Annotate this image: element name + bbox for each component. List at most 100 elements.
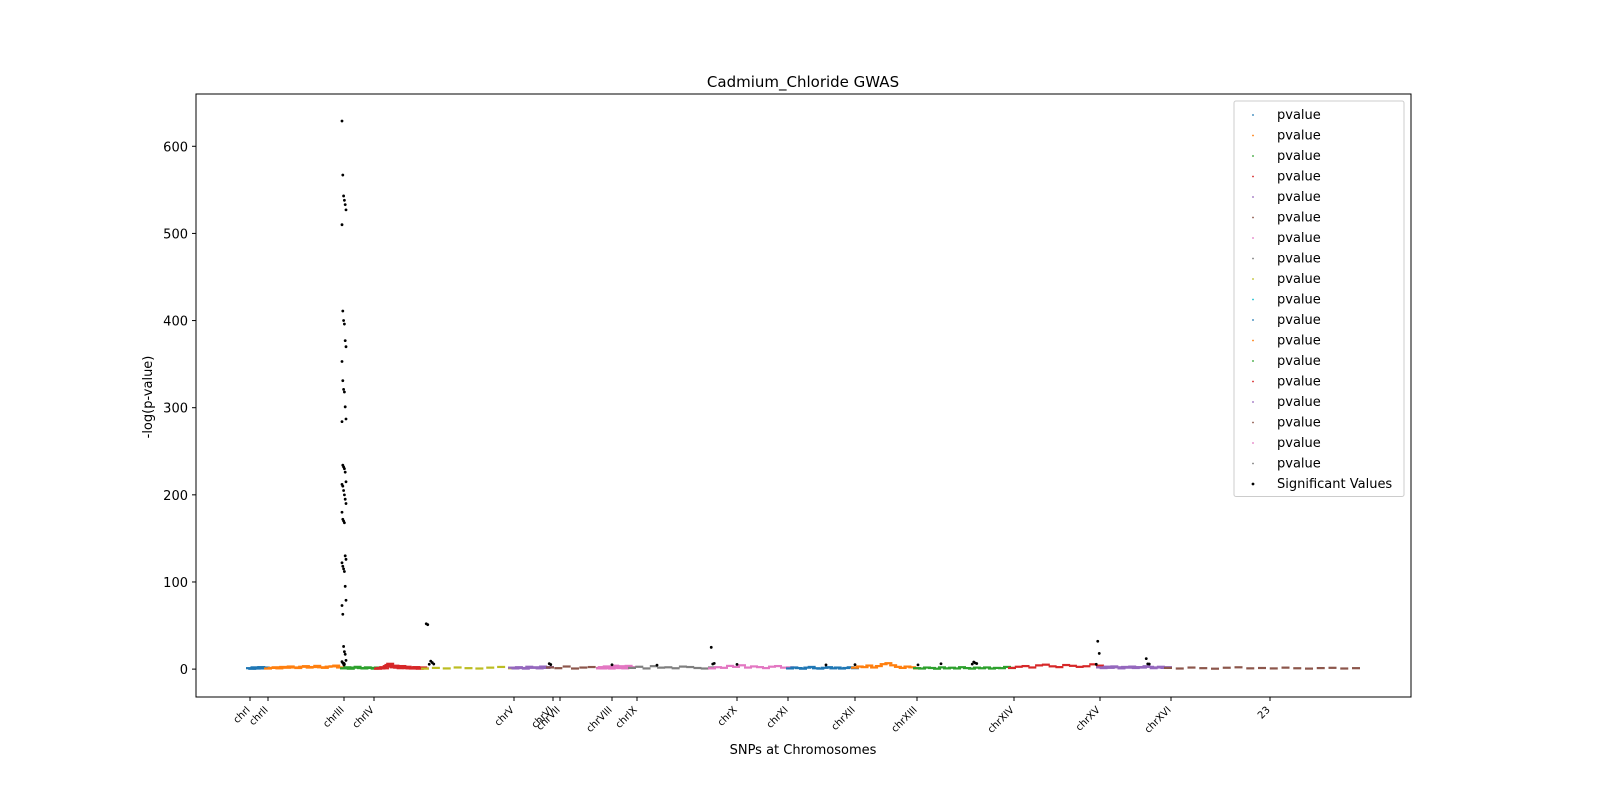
significant-point	[343, 339, 347, 343]
data-point	[384, 663, 393, 667]
data-point	[768, 665, 776, 668]
legend-marker	[1252, 360, 1254, 362]
y-tick-label: 200	[163, 489, 188, 504]
significant-point	[340, 561, 344, 565]
data-point	[1246, 667, 1255, 670]
chart-legend: pvalue pvalue pvalue pvalue pvalue pvalue pval…	[1233, 100, 1405, 497]
series-points	[851, 662, 921, 670]
significant-point	[853, 663, 857, 667]
data-point	[1328, 666, 1337, 669]
significant-point	[939, 662, 943, 666]
significant-point	[340, 604, 344, 607]
significant-point	[426, 623, 430, 627]
legend-marker	[1251, 482, 1255, 486]
data-point	[898, 666, 907, 670]
data-point	[1117, 667, 1126, 670]
data-point	[786, 667, 794, 670]
x-tick-label: chrIV	[351, 705, 377, 731]
series-points	[628, 665, 716, 670]
data-point	[1305, 667, 1313, 670]
significant-point	[343, 650, 346, 654]
data-point	[908, 666, 917, 669]
data-points	[246, 119, 1360, 670]
data-point	[700, 667, 709, 670]
data-point	[1269, 667, 1278, 670]
data-point	[851, 666, 859, 669]
legend-label: pvalue	[1277, 129, 1321, 144]
data-point	[879, 663, 888, 666]
data-point	[1008, 666, 1016, 670]
significant-point	[341, 564, 345, 568]
significant-point	[344, 345, 348, 349]
data-point	[720, 666, 728, 669]
data-point	[396, 667, 405, 670]
legend-label: pvalue	[1277, 457, 1321, 472]
y-tick-label: 400	[163, 315, 188, 330]
significant-point	[344, 417, 348, 421]
legend-label: pvalue	[1277, 211, 1321, 226]
significant-point	[342, 319, 345, 322]
data-point	[855, 665, 864, 668]
data-point	[624, 664, 633, 668]
legend-label: pvalue	[1277, 375, 1321, 390]
data-point	[382, 665, 391, 668]
data-point	[1281, 666, 1290, 669]
data-point	[486, 666, 495, 669]
legend-marker	[1252, 257, 1254, 260]
data-point	[1096, 664, 1104, 667]
data-point	[1187, 666, 1196, 669]
legend-marker	[1252, 134, 1254, 137]
data-point	[282, 666, 291, 669]
data-point	[870, 666, 879, 669]
data-point	[750, 665, 758, 668]
data-point	[714, 666, 722, 669]
significant-point	[343, 493, 346, 497]
significant-point	[712, 661, 716, 665]
data-point	[1106, 666, 1115, 669]
legend-label: pvalue	[1277, 149, 1321, 164]
data-point	[756, 666, 764, 669]
legend-marker	[1252, 237, 1254, 239]
significant-point	[342, 388, 345, 391]
legend-box	[1233, 100, 1405, 497]
legend-marker	[1252, 175, 1254, 178]
significant-point	[427, 662, 431, 666]
x-tick-label: chrXVI	[1143, 705, 1174, 736]
x-tick-label: 23	[1256, 705, 1273, 722]
legend-marker	[1252, 216, 1254, 219]
x-tick-label: chrIX	[614, 705, 640, 731]
significant-point	[342, 567, 345, 571]
data-point	[475, 667, 484, 670]
data-point	[1028, 666, 1037, 669]
legend-marker	[1252, 401, 1254, 403]
legend-label: pvalue	[1277, 354, 1321, 369]
data-point	[1146, 665, 1155, 668]
legend-label: pvalue	[1277, 334, 1321, 349]
y-axis: 0 100 200 300 400 500 600	[163, 140, 196, 678]
data-point	[807, 665, 816, 669]
data-point	[1099, 666, 1108, 670]
significant-point	[343, 521, 346, 525]
significant-point	[432, 662, 436, 666]
significant-point	[344, 557, 348, 561]
series-points	[1096, 665, 1172, 670]
y-tick-label: 0	[180, 663, 188, 678]
data-point	[521, 667, 530, 670]
significant-point	[343, 198, 346, 202]
significant-point	[344, 598, 348, 602]
data-point	[1128, 665, 1137, 668]
data-point	[893, 665, 902, 668]
legend-label: pvalue	[1277, 395, 1321, 410]
significant-point	[655, 663, 659, 667]
y-tick-label: 300	[163, 402, 188, 417]
data-point	[1103, 665, 1112, 668]
data-point	[794, 666, 803, 670]
data-point	[1199, 667, 1208, 670]
significant-point	[1097, 652, 1101, 655]
data-point	[726, 664, 734, 668]
legend-marker	[1252, 339, 1254, 342]
data-point	[799, 667, 807, 670]
data-point	[1021, 664, 1030, 668]
significant-point	[344, 502, 348, 505]
